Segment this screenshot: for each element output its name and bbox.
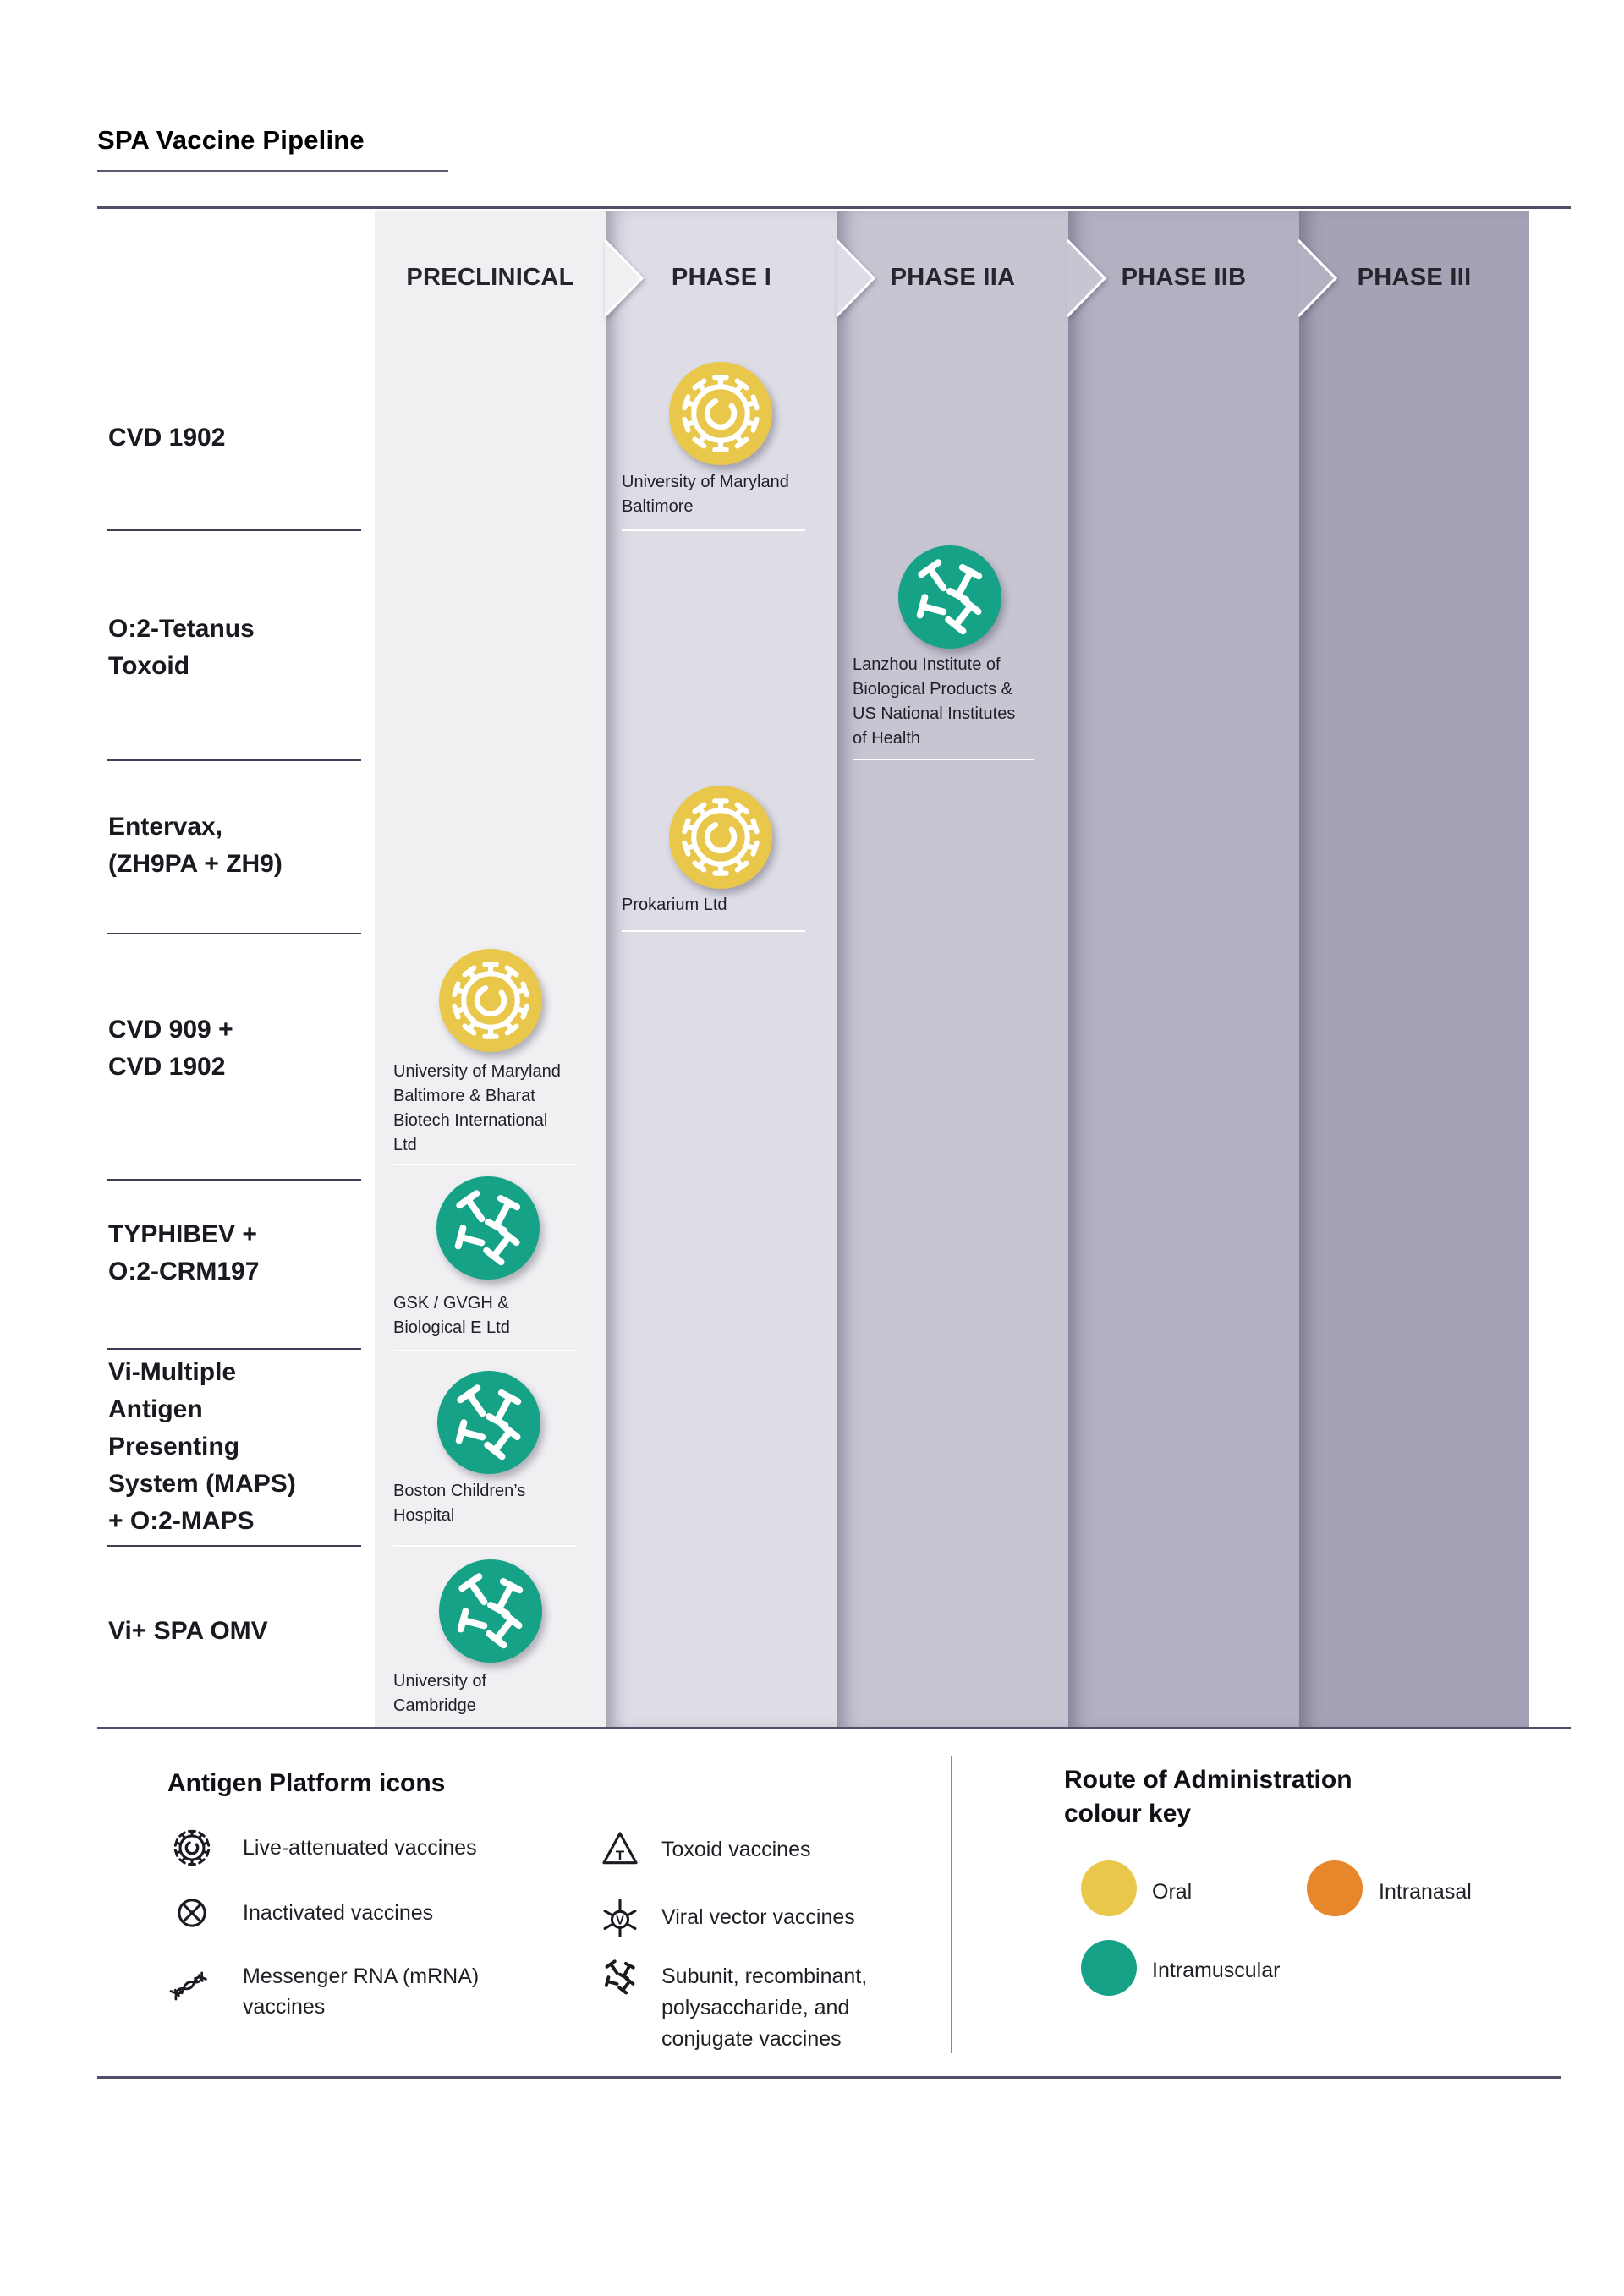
route-swatch-intranasal — [1307, 1860, 1363, 1916]
row-separator — [107, 1545, 361, 1547]
legend-divider — [951, 1756, 952, 2053]
live-attenuated-icon — [452, 962, 529, 1039]
row-label-vi-maps: Vi-Multiple Antigen Presenting System (M… — [108, 1358, 296, 1535]
phase-header-preclinical: PRECLINICAL — [406, 264, 574, 291]
route-swatch-oral — [1081, 1860, 1137, 1916]
inactivated-icon — [168, 1889, 216, 1937]
table-bottom-rule — [97, 1727, 1571, 1729]
phase-header-phase-i: PHASE I — [671, 264, 772, 291]
subunit-icon — [916, 559, 983, 635]
subunit-icon — [454, 1190, 521, 1266]
page-title: SPA Vaccine Pipeline — [97, 125, 365, 155]
pipeline-icon-live-attenuated-oral — [669, 786, 772, 889]
org-underline — [622, 529, 805, 531]
route-key-heading: Route of Administration colour key — [1064, 1766, 1352, 1827]
org-underline — [393, 1350, 577, 1351]
org-underline — [393, 1164, 577, 1165]
phase-band-phase-iii — [1299, 211, 1529, 1727]
pipeline-icon-live-attenuated-oral — [669, 362, 772, 465]
org-label: University of Cambridge — [393, 1672, 487, 1715]
legend-label: Toxoid vaccines — [661, 1838, 811, 1861]
legend-bottom-rule — [97, 2076, 1561, 2079]
row-separator — [107, 529, 361, 531]
org-label: University of Maryland Baltimore & Bhara… — [393, 1062, 561, 1154]
row-label-entervax: Entervax, (ZH9PA + ZH9) — [108, 813, 283, 878]
chevron-arrow-icon — [837, 239, 876, 317]
viral-vector-icon: V — [596, 1893, 644, 1941]
pipeline-icon-subunit-intramuscular — [437, 1371, 540, 1474]
route-swatch-intramuscular — [1081, 1940, 1137, 1996]
pipeline-icon-live-attenuated-oral — [439, 949, 542, 1052]
pipeline-icon-subunit-intramuscular — [436, 1176, 540, 1280]
chevron-arrow-icon — [605, 239, 645, 317]
org-underline — [622, 930, 805, 932]
toxoid-icon: T — [596, 1826, 644, 1873]
row-separator — [107, 1348, 361, 1350]
row-label-cvd-909: CVD 909 + CVD 1902 — [108, 1016, 233, 1081]
svg-text:V: V — [616, 1914, 624, 1927]
legend-label: Messenger RNA (mRNA) vaccines — [243, 1964, 480, 2019]
chevron-arrow-icon — [1067, 239, 1107, 317]
org-label: Boston Children’s Hospital — [393, 1482, 526, 1525]
phase-band-phase-iia — [837, 211, 1068, 1727]
pipeline-icon-subunit-intramuscular — [439, 1559, 542, 1663]
live-attenuated-icon — [682, 375, 760, 452]
org-label: Prokarium Ltd — [622, 896, 727, 914]
subunit-icon — [455, 1384, 522, 1460]
row-separator — [107, 933, 361, 934]
subunit-icon — [457, 1573, 524, 1649]
row-separator — [107, 759, 361, 761]
title-underline — [97, 170, 448, 172]
phase-band-phase-iib — [1068, 211, 1299, 1727]
chevron-arrow-icon — [1298, 239, 1338, 317]
phase-header-phase-iia: PHASE IIA — [890, 264, 1016, 291]
phase-header-phase-iib: PHASE IIB — [1121, 264, 1247, 291]
route-label-oral: Oral — [1152, 1880, 1193, 1904]
row-label-vi-spa-omv: Vi+ SPA OMV — [108, 1617, 268, 1645]
legend-label: Live-attenuated vaccines — [243, 1836, 477, 1860]
org-label: GSK / GVGH & Biological E Ltd — [393, 1294, 510, 1337]
route-label-intranasal: Intranasal — [1379, 1880, 1472, 1904]
row-label-o2-tetanus: O:2-Tetanus Toxoid — [108, 615, 255, 680]
row-separator — [107, 1179, 361, 1181]
antigen-legend-heading: Antigen Platform icons — [167, 1769, 446, 1797]
legend-label: Inactivated vaccines — [243, 1901, 434, 1925]
legend-label: Viral vector vaccines — [661, 1905, 855, 1929]
live-attenuated-icon — [168, 1824, 216, 1871]
row-label-typhibev: TYPHIBEV + O:2-CRM197 — [108, 1220, 260, 1285]
svg-text:T: T — [616, 1848, 625, 1864]
route-label-intramuscular: Intramuscular — [1152, 1959, 1281, 1982]
live-attenuated-icon — [682, 798, 760, 876]
subunit-icon — [596, 1954, 644, 2001]
mrna-icon — [165, 1962, 212, 2009]
pipeline-icon-subunit-intramuscular — [898, 545, 1001, 649]
legend-label: Subunit, recombinant, polysaccharide, an… — [661, 1964, 868, 2051]
table-top-rule — [97, 206, 1571, 209]
org-underline — [853, 759, 1034, 760]
org-underline — [393, 1545, 577, 1547]
row-label-cvd-1902: CVD 1902 — [108, 424, 226, 452]
phase-header-phase-iii: PHASE III — [1357, 264, 1472, 291]
org-label: University of Maryland Baltimore — [622, 473, 789, 516]
org-label: Lanzhou Institute of Biological Products… — [853, 655, 1016, 748]
